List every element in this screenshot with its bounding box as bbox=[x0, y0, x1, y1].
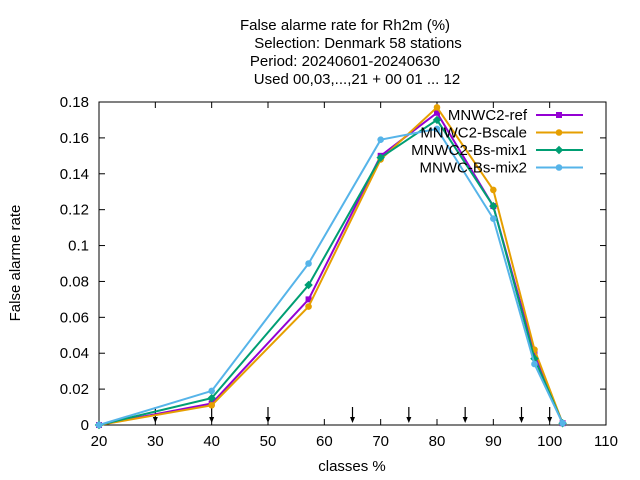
y-tick-label: 0.18 bbox=[60, 94, 89, 111]
legend-label: MNWC2-Bscale bbox=[420, 125, 527, 142]
chart-title: False alarme rate for Rh2m (%) Selection… bbox=[240, 17, 462, 88]
data-point bbox=[531, 360, 538, 368]
class-arrow bbox=[462, 407, 468, 423]
class-arrows bbox=[152, 407, 553, 423]
series-lines bbox=[94, 104, 567, 430]
series-mnwc-bs-mix2 bbox=[95, 125, 566, 429]
class-arrow bbox=[350, 407, 355, 423]
x-axis-ticks: 20 30 40 50 60 70 80 90 100 110 bbox=[91, 102, 618, 450]
y-tick-label: 0.02 bbox=[60, 381, 89, 398]
class-arrow bbox=[265, 407, 271, 423]
x-tick-label: 20 bbox=[91, 433, 108, 450]
legend-label: MNWC-Bs-mix2 bbox=[420, 160, 527, 177]
class-arrow bbox=[547, 407, 553, 423]
title-line-2: Selection: Denmark 58 stations bbox=[254, 35, 462, 52]
data-point bbox=[207, 393, 216, 403]
data-point bbox=[490, 186, 497, 194]
y-tick-label: 0.06 bbox=[60, 309, 89, 326]
data-point bbox=[559, 419, 566, 427]
y-tick-label: 0.12 bbox=[60, 202, 89, 219]
data-point bbox=[490, 215, 497, 222]
y-axis-ticks: 0 0.02 0.04 0.06 0.08 0.1 0.12 0.14 0.16 0.18 bbox=[60, 94, 606, 434]
data-point bbox=[433, 125, 441, 133]
y-tick-label: 0.14 bbox=[60, 166, 89, 183]
title-line-1: False alarme rate for Rh2m (%) bbox=[240, 17, 450, 34]
y-tick-label: 0.04 bbox=[60, 345, 89, 362]
x-axis-label: classes % bbox=[318, 458, 386, 475]
data-point bbox=[208, 387, 215, 395]
data-point bbox=[95, 421, 103, 429]
x-tick-label: 70 bbox=[372, 433, 389, 450]
class-arrow bbox=[519, 407, 524, 423]
data-point bbox=[305, 260, 312, 267]
data-point bbox=[556, 112, 562, 118]
legend-label: MNWC2-ref bbox=[448, 107, 528, 124]
class-arrow bbox=[406, 407, 412, 423]
plot-frame bbox=[98, 101, 607, 426]
x-tick-label: 100 bbox=[537, 433, 562, 450]
x-tick-label: 40 bbox=[203, 433, 220, 450]
series-line bbox=[98, 118, 564, 426]
data-point bbox=[489, 201, 498, 211]
series-line bbox=[98, 127, 564, 426]
class-arrow bbox=[209, 407, 215, 423]
data-point bbox=[531, 350, 538, 357]
data-point bbox=[555, 129, 563, 136]
data-point bbox=[304, 280, 313, 290]
title-line-3: Period: 20240601-20240630 bbox=[250, 53, 440, 70]
x-tick-label: 60 bbox=[316, 433, 333, 450]
data-point bbox=[305, 296, 312, 303]
data-point bbox=[433, 104, 441, 111]
y-axis-label: False alarme rate bbox=[7, 205, 24, 322]
legend-entry: MNWC-Bs-mix2 bbox=[420, 160, 583, 177]
data-point bbox=[434, 109, 440, 116]
x-tick-label: 80 bbox=[429, 433, 446, 450]
x-tick-label: 50 bbox=[260, 433, 277, 450]
x-tick-label: 30 bbox=[147, 433, 164, 450]
legend-entry: MNWC2-Bs-mix1 bbox=[411, 142, 583, 159]
x-tick-label: 90 bbox=[485, 433, 502, 450]
y-tick-label: 0.1 bbox=[68, 238, 89, 255]
data-point bbox=[305, 303, 312, 310]
y-tick-label: 0.16 bbox=[60, 130, 89, 147]
data-point bbox=[208, 401, 215, 409]
data-point bbox=[554, 145, 564, 155]
data-point bbox=[376, 153, 385, 162]
y-tick-label: 0.08 bbox=[60, 273, 89, 290]
x-tick-label: 110 bbox=[594, 433, 618, 450]
title-line-4: Used 00,03,...,21 + 00 01 ... 12 bbox=[254, 71, 460, 88]
legend-entry: MNWC2-Bscale bbox=[420, 125, 583, 142]
legend-entry: MNWC2-ref bbox=[448, 107, 583, 124]
data-point bbox=[555, 164, 563, 171]
data-point bbox=[432, 115, 442, 125]
legend-label: MNWC2-Bs-mix1 bbox=[411, 142, 527, 159]
legend: MNWC2-refMNWC2-BscaleMNWC2-Bs-mix1MNWC-B… bbox=[411, 107, 583, 177]
data-point bbox=[377, 136, 384, 143]
y-tick-label: 0 bbox=[81, 417, 89, 434]
